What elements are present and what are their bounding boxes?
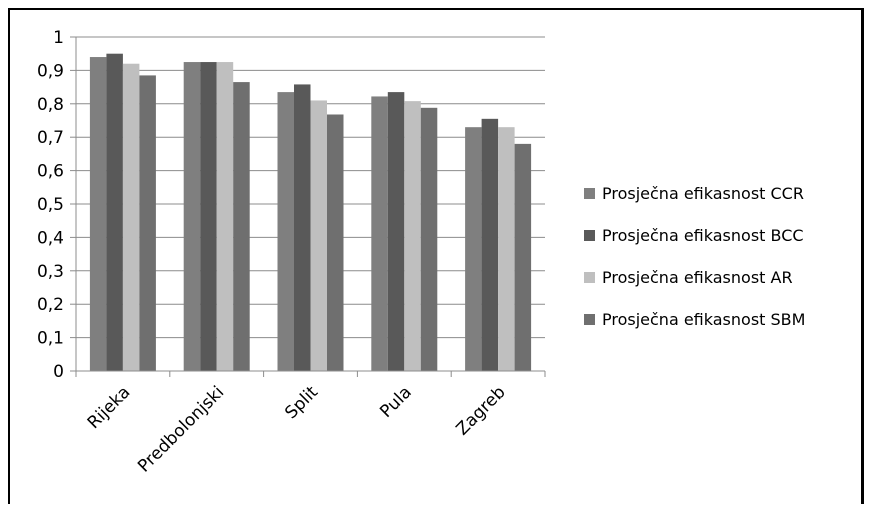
bar — [216, 62, 234, 372]
bar — [387, 92, 405, 372]
bar — [310, 100, 327, 372]
y-axis-tick-labels: 0 0,1 0,2 0,3 0,4 0,5 0,6 0,7 0,8 0,9 1 — [37, 28, 64, 382]
legend: Prosječna efikasnost CCR Prosječna efikas… — [584, 184, 805, 329]
y-tick-label: 0,3 — [37, 262, 64, 282]
bar — [233, 82, 250, 371]
x-axis-category-labels: Rijeka Predbolonjski Split Pula Zagreb — [84, 382, 510, 476]
y-tick-label: 0 — [53, 362, 64, 382]
x-category-label: Zagreb — [453, 382, 510, 439]
bar — [106, 53, 123, 371]
y-tick-label: 0,8 — [37, 95, 64, 115]
y-tick-label: 0,6 — [37, 162, 64, 182]
bar — [139, 75, 156, 371]
bar — [481, 118, 499, 371]
bar — [183, 62, 201, 372]
legend-label: Prosječna efikasnost AR — [602, 268, 793, 287]
bar — [277, 92, 294, 372]
bars — [89, 53, 532, 372]
bar — [327, 114, 344, 371]
bar — [294, 84, 311, 371]
y-tick-label: 0,1 — [37, 329, 64, 349]
legend-swatch — [584, 230, 595, 241]
y-tick-label: 0,9 — [37, 61, 64, 81]
bar — [200, 62, 217, 372]
bar — [498, 127, 515, 372]
axes — [70, 36, 546, 377]
y-tick-label: 0,2 — [37, 295, 64, 315]
x-category-label: Split — [281, 382, 322, 423]
x-category-label: Predbolonjski — [134, 382, 228, 476]
bar — [371, 96, 388, 372]
bar — [514, 143, 532, 371]
legend-swatch — [584, 188, 595, 199]
bar — [420, 107, 438, 372]
bar — [122, 63, 140, 371]
bar — [404, 101, 421, 372]
bar — [465, 127, 482, 372]
legend-swatch — [584, 314, 595, 325]
y-tick-label: 0,4 — [37, 228, 64, 248]
y-tick-label: 1 — [53, 28, 64, 48]
bar — [89, 57, 107, 371]
x-category-label: Pula — [376, 382, 416, 422]
legend-label: Prosječna efikasnost BCC — [602, 226, 804, 245]
legend-label: Prosječna efikasnost SBM — [602, 310, 805, 329]
legend-label: Prosječna efikasnost CCR — [602, 184, 804, 203]
x-category-label: Rijeka — [84, 382, 135, 433]
y-tick-label: 0,5 — [37, 195, 64, 215]
legend-swatch — [584, 272, 595, 283]
y-tick-label: 0,7 — [37, 128, 64, 148]
